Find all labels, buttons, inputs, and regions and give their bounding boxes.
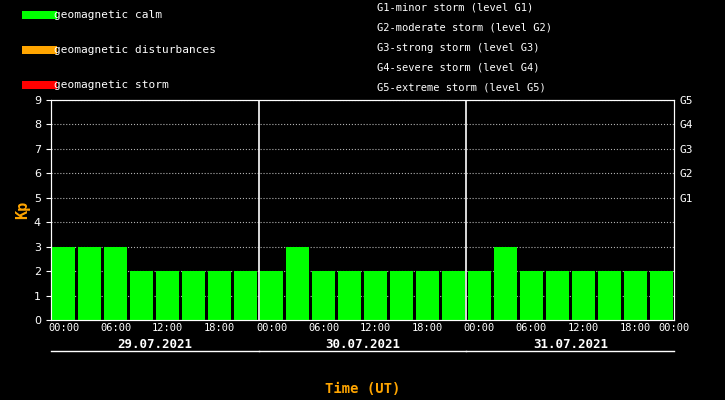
Bar — [22, 81, 57, 89]
Text: 31.07.2021: 31.07.2021 — [533, 338, 608, 350]
Text: Time (UT): Time (UT) — [325, 382, 400, 396]
Bar — [364, 271, 387, 320]
Y-axis label: Kp: Kp — [14, 201, 30, 219]
Text: G1-minor storm (level G1): G1-minor storm (level G1) — [377, 3, 534, 13]
Bar — [624, 271, 647, 320]
Bar — [312, 271, 335, 320]
Bar — [22, 46, 57, 54]
Text: G5-extreme storm (level G5): G5-extreme storm (level G5) — [377, 83, 546, 93]
Bar — [182, 271, 205, 320]
Text: geomagnetic calm: geomagnetic calm — [54, 10, 162, 20]
Bar — [260, 271, 283, 320]
Bar — [208, 271, 231, 320]
Bar — [130, 271, 154, 320]
Text: 29.07.2021: 29.07.2021 — [117, 338, 192, 350]
Bar — [520, 271, 543, 320]
Text: geomagnetic disturbances: geomagnetic disturbances — [54, 45, 216, 55]
Bar — [571, 271, 595, 320]
Bar — [52, 247, 75, 320]
Text: G3-strong storm (level G3): G3-strong storm (level G3) — [377, 43, 539, 53]
Text: 30.07.2021: 30.07.2021 — [325, 338, 400, 350]
Text: G4-severe storm (level G4): G4-severe storm (level G4) — [377, 63, 539, 73]
Bar — [156, 271, 179, 320]
Bar — [390, 271, 413, 320]
Bar — [650, 271, 673, 320]
Bar — [78, 247, 102, 320]
Bar — [286, 247, 310, 320]
Bar — [22, 11, 57, 19]
Text: geomagnetic storm: geomagnetic storm — [54, 80, 169, 90]
Bar — [494, 247, 517, 320]
Bar — [442, 271, 465, 320]
Bar — [415, 271, 439, 320]
Bar — [468, 271, 491, 320]
Bar — [338, 271, 361, 320]
Bar — [597, 271, 621, 320]
Bar — [234, 271, 257, 320]
Bar — [546, 271, 569, 320]
Text: G2-moderate storm (level G2): G2-moderate storm (level G2) — [377, 23, 552, 33]
Bar — [104, 247, 128, 320]
